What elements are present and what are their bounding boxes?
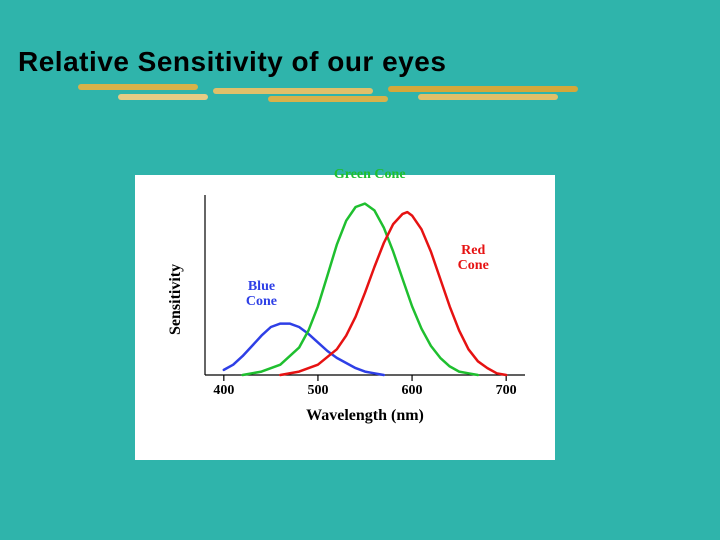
blue_cone-label: BlueCone [221, 280, 301, 309]
red_cone-label: RedCone [433, 244, 513, 273]
brush-stroke [213, 88, 373, 94]
brush-stroke [268, 96, 388, 102]
title-block: Relative Sensitivity of our eyes [18, 46, 538, 108]
x-tick-label: 500 [307, 383, 328, 399]
x-tick-label: 400 [213, 383, 234, 399]
green_cone-label: Green Cone [330, 168, 410, 183]
page-title: Relative Sensitivity of our eyes [18, 46, 538, 78]
y-axis-label: Sensitivity [167, 264, 185, 335]
x-tick-label: 600 [402, 383, 423, 399]
sensitivity-chart: Sensitivity Wavelength (nm) 400 500 600 700… [135, 175, 555, 460]
brush-stroke [418, 94, 558, 100]
brush-stroke [118, 94, 208, 100]
x-axis-label: Wavelength (nm) [205, 407, 525, 425]
title-underline [18, 84, 538, 108]
brush-stroke [78, 84, 198, 90]
x-tick-label: 700 [496, 383, 517, 399]
brush-stroke [388, 86, 578, 92]
